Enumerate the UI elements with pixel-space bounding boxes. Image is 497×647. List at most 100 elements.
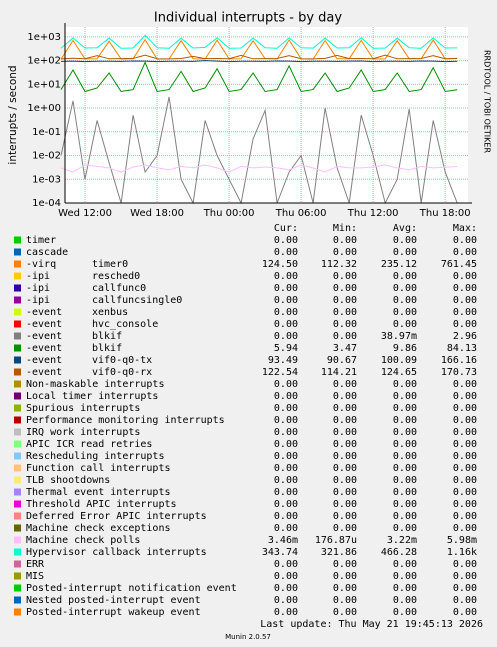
y-tick-label: 1e+03 [27,32,61,43]
legend-swatch [14,236,21,244]
row-avg: 38.97m [381,331,417,342]
legend-swatch [14,548,21,556]
row-min: 176.87u [315,535,357,546]
legend-swatch [14,344,21,352]
row-name: cascade [26,247,68,258]
row-min: 112.32 [321,259,357,270]
row-avg: 0.00 [393,523,417,534]
legend-swatch [14,464,21,472]
row-min: 0.00 [333,523,357,534]
row-avg: 0.00 [393,283,417,294]
row-name: Function call interrupts [26,463,171,474]
row-cur: 0.00 [274,583,298,594]
y-tick-label: 1e-03 [32,174,61,185]
plot-area [65,27,468,203]
legend-swatch [14,440,21,448]
row-cur: 0.00 [274,559,298,570]
row-max: 0.00 [453,247,477,258]
legend-swatch [14,272,21,280]
row-cur: 0.00 [274,571,298,582]
series-line [60,96,458,205]
x-tick-label: Thu 06:00 [275,208,327,219]
row-label: xenbus [92,307,128,318]
row-name: Nested posted-interrupt event [26,595,201,606]
row-name: -ipi [26,271,50,282]
legend-swatch [14,488,21,496]
row-max: 0.00 [453,427,477,438]
legend-swatch [14,584,21,592]
row-avg: 0.00 [393,583,417,594]
legend-swatch [14,608,21,616]
row-max: 84.13 [447,343,477,354]
row-max: 0.00 [453,583,477,594]
row-max: 0.00 [453,607,477,618]
row-max: 0.00 [453,463,477,474]
row-avg: 0.00 [393,271,417,282]
legend-swatch [14,308,21,316]
legend-swatch [14,500,21,508]
row-avg: 0.00 [393,319,417,330]
row-max: 0.00 [453,271,477,282]
legend-swatch [14,404,21,412]
row-cur: 0.00 [274,427,298,438]
row-max: 0.00 [453,379,477,390]
y-tick-label: 1e-04 [32,198,61,209]
row-name: TLB shootdowns [26,475,110,486]
row-max: 0.00 [453,475,477,486]
row-min: 114.21 [321,367,357,378]
row-name: MIS [26,571,44,582]
row-label: resched0 [92,271,140,282]
row-name: Thermal event interrupts [26,487,171,498]
row-min: 0.00 [333,379,357,390]
row-avg: 124.65 [381,367,417,378]
row-cur: 0.00 [274,439,298,450]
row-avg: 100.09 [381,355,417,366]
row-max: 0.00 [453,403,477,414]
row-name: Spurious interrupts [26,403,140,414]
row-name: Posted-interrupt wakeup event [26,607,201,618]
row-cur: 122.54 [262,367,298,378]
row-avg: 0.00 [393,379,417,390]
row-max: 0.00 [453,439,477,450]
row-max: 5.98m [447,535,477,546]
row-min: 0.00 [333,511,357,522]
x-tick-label: Wed 18:00 [130,208,184,219]
row-max: 170.73 [441,367,477,378]
row-avg: 466.28 [381,547,417,558]
row-avg: 0.00 [393,247,417,258]
row-avg: 9.86 [393,343,417,354]
legend-swatch [14,356,21,364]
row-name: timer [26,235,56,246]
legend-swatch [14,428,21,436]
row-avg: 0.00 [393,391,417,402]
column-header: Max: [453,223,477,234]
row-name: -event [26,331,62,342]
row-avg: 0.00 [393,559,417,570]
row-min: 0.00 [333,583,357,594]
row-cur: 0.00 [274,487,298,498]
row-avg: 0.00 [393,439,417,450]
row-min: 90.67 [327,355,357,366]
row-label: vif0-q0-rx [92,367,152,378]
row-min: 0.00 [333,415,357,426]
row-min: 0.00 [333,391,357,402]
row-max: 0.00 [453,307,477,318]
series-line [60,54,458,60]
row-name: Rescheduling interrupts [26,451,164,462]
row-min: 0.00 [333,247,357,258]
row-cur: 0.00 [274,271,298,282]
row-max: 0.00 [453,295,477,306]
row-max: 166.16 [441,355,477,366]
row-min: 321.86 [321,547,357,558]
row-cur: 124.50 [262,259,298,270]
row-cur: 5.94 [274,343,298,354]
row-cur: 0.00 [274,595,298,606]
row-min: 0.00 [333,439,357,450]
side-label: RRDTOOL / TOBI OETIKER [483,50,492,153]
last-update: Last update: Thu May 21 19:45:13 2026 [260,619,483,630]
row-cur: 0.00 [274,499,298,510]
row-avg: 0.00 [393,307,417,318]
row-min: 0.00 [333,331,357,342]
column-header: Cur: [274,223,298,234]
row-label: vif0-q0-tx [92,355,152,366]
